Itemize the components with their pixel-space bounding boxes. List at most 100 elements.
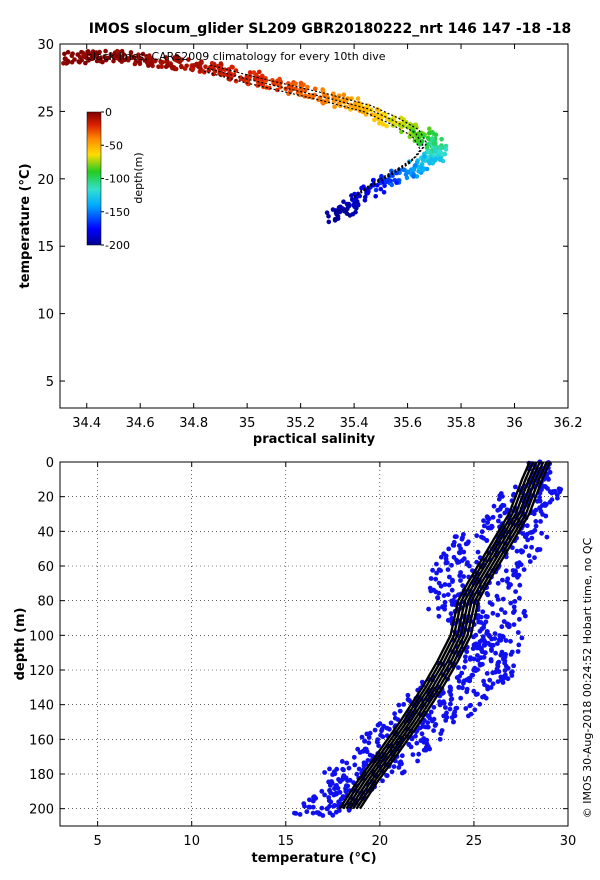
profile-point xyxy=(482,638,488,644)
ts-point xyxy=(62,56,68,62)
ts-point xyxy=(316,97,321,103)
profile-point xyxy=(442,582,448,587)
ts-point xyxy=(342,207,347,212)
profile-point xyxy=(374,739,380,745)
profile-climatology-line xyxy=(345,461,538,810)
profile-point xyxy=(408,744,414,750)
profile-climatology-line xyxy=(341,461,535,810)
profile-point xyxy=(397,708,403,714)
ts-point xyxy=(426,130,432,136)
profile-point xyxy=(537,498,543,504)
profile-climatology-lines xyxy=(338,461,552,810)
profile-point xyxy=(327,783,333,788)
ts-point xyxy=(182,66,188,71)
profile-point xyxy=(515,574,520,580)
profile-point xyxy=(497,513,503,519)
profile-point xyxy=(485,686,491,692)
ts-point xyxy=(412,163,418,168)
profile-point xyxy=(352,762,358,768)
profile-point xyxy=(466,713,471,719)
ts-point xyxy=(297,92,302,98)
profile-point xyxy=(526,553,532,559)
profile-point xyxy=(537,495,542,500)
ts-x-tick-label: 34.4 xyxy=(72,416,101,431)
profile-point xyxy=(470,646,476,651)
ts-point xyxy=(420,157,426,163)
ts-point xyxy=(382,183,387,189)
profile-point xyxy=(430,567,435,573)
profile-point xyxy=(428,588,434,594)
ts-point xyxy=(312,86,318,92)
ts-point xyxy=(102,54,107,59)
colorbar-tick-label: -100 xyxy=(105,173,130,186)
profile-point xyxy=(436,606,441,611)
profile-point xyxy=(468,655,473,660)
ts-point xyxy=(186,57,191,62)
ts-point xyxy=(424,166,430,172)
profile-y-tick-label: 80 xyxy=(37,595,54,610)
ts-point xyxy=(255,83,260,88)
profile-point xyxy=(499,607,504,612)
profile-point xyxy=(511,663,516,669)
ts-plot-frame xyxy=(59,43,569,409)
profile-point xyxy=(484,591,490,596)
profile-point xyxy=(310,798,316,804)
profile-point xyxy=(456,684,462,690)
ts-y-tick-label: 30 xyxy=(37,38,54,53)
profile-point xyxy=(477,662,483,668)
profile-point xyxy=(451,719,456,725)
profile-point xyxy=(392,711,397,717)
profile-y-axis-label: depth (m) xyxy=(13,608,28,681)
ts-point xyxy=(424,145,430,151)
ts-y-tick-label: 20 xyxy=(37,173,54,188)
profile-x-tick-label: 20 xyxy=(372,834,389,849)
ts-point xyxy=(414,125,419,130)
ts-point xyxy=(247,70,253,75)
ts-point xyxy=(341,199,346,204)
profile-point xyxy=(483,695,489,701)
profile-point xyxy=(512,599,518,604)
ts-x-ticks: 34.4 34.6 34.8 35 35.2 35.4 35.6 35.8 36 36.2 xyxy=(72,44,582,431)
profile-y-tick-label: 120 xyxy=(29,664,54,679)
profile-point xyxy=(336,808,342,813)
profile-point xyxy=(477,628,483,634)
ts-point xyxy=(89,54,95,61)
ts-point xyxy=(332,104,337,110)
ts-point xyxy=(383,178,389,185)
profile-point xyxy=(452,534,458,540)
profile-point xyxy=(502,510,508,516)
profile-point xyxy=(455,560,460,565)
profile-point xyxy=(495,679,501,684)
ts-point xyxy=(293,81,298,87)
profile-point xyxy=(426,606,431,612)
profile-point xyxy=(495,612,501,618)
profile-point xyxy=(464,561,470,567)
ts-point xyxy=(377,120,382,126)
profile-point xyxy=(474,559,480,565)
ts-point xyxy=(354,199,360,204)
profile-climatology-line xyxy=(338,461,531,810)
colorbar-tick-label: -200 xyxy=(105,239,130,252)
profile-point xyxy=(461,574,466,579)
profile-point xyxy=(500,494,505,499)
profile-point xyxy=(441,593,447,598)
profile-point xyxy=(532,555,537,561)
profile-point xyxy=(481,523,487,529)
profile-point xyxy=(425,720,431,725)
ts-point xyxy=(332,216,338,222)
profile-point xyxy=(471,642,477,648)
ts-point xyxy=(212,69,218,74)
profile-point xyxy=(337,779,343,784)
ts-point xyxy=(443,143,449,149)
ts-point xyxy=(399,122,405,128)
ts-point xyxy=(111,58,116,64)
profile-point xyxy=(395,717,401,722)
profile-point xyxy=(442,606,447,612)
ts-point xyxy=(191,63,197,69)
profile-point xyxy=(334,766,340,772)
profile-point xyxy=(500,634,506,640)
profile-point xyxy=(482,682,487,688)
ts-y-tick-label: 10 xyxy=(37,308,54,323)
ts-point xyxy=(275,87,280,93)
